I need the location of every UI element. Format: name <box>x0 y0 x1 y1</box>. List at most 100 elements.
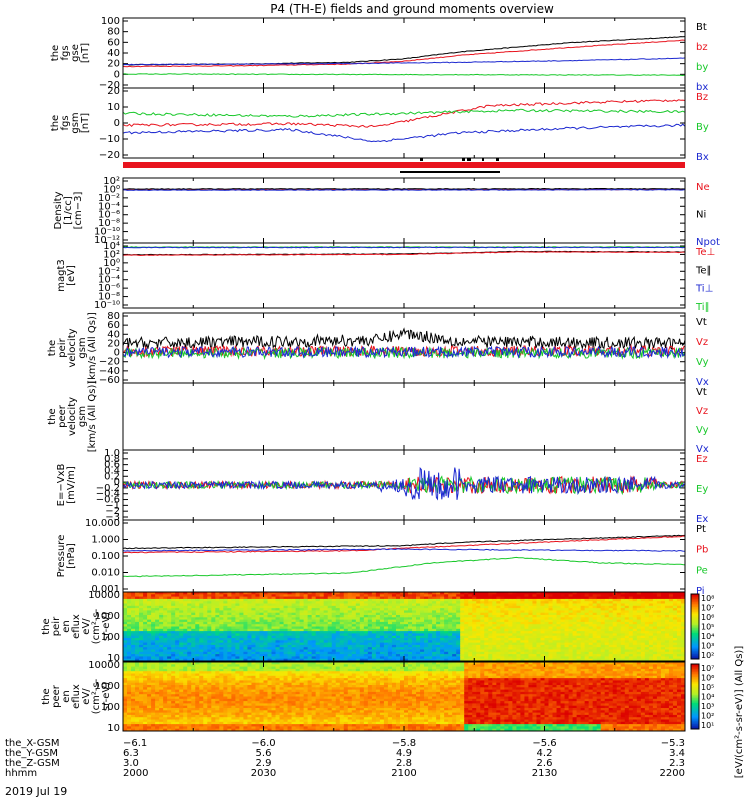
spectrogram-cell <box>492 608 497 611</box>
spectrogram-cell <box>135 708 140 711</box>
spectrogram-cell <box>139 601 144 604</box>
spectrogram-cell <box>131 701 136 704</box>
spectrogram-cell <box>151 617 156 621</box>
spectrogram-cell <box>275 649 281 653</box>
spectrogram-cell <box>528 647 533 650</box>
ytick-label: 0.8 <box>104 454 120 465</box>
spectrogram-cell <box>516 601 521 604</box>
spectrogram-cell <box>524 596 529 600</box>
spectrogram-cell <box>283 598 289 602</box>
spectrogram-cell <box>516 656 521 660</box>
spectrogram-cell <box>379 612 385 616</box>
spectrogram-cell <box>171 601 176 604</box>
spectrogram-cell <box>448 619 453 623</box>
spectrogram-cell <box>207 601 212 604</box>
spectrogram-cell <box>608 656 614 660</box>
spectrogram-cell <box>347 626 353 630</box>
spectrogram-cell <box>247 624 252 627</box>
spectrogram-cell <box>428 644 433 648</box>
spectrogram-cell <box>371 624 377 627</box>
ylabel-line: eV/ <box>81 618 92 635</box>
spectrogram-cell <box>135 626 140 630</box>
spectrogram-cell <box>287 594 293 598</box>
spectrogram-cell <box>243 594 248 598</box>
spectrogram-cell <box>636 656 642 660</box>
spectrogram-cell <box>540 649 545 653</box>
spectrogram-cell <box>127 651 132 655</box>
spectrogram-cell <box>508 624 513 627</box>
spectrogram-cell <box>351 640 357 644</box>
spectrogram-cell <box>127 628 132 632</box>
spectrogram-cell <box>331 647 337 650</box>
spectrogram-cell <box>480 628 485 632</box>
spectrogram-cell <box>668 633 674 637</box>
spectrogram-cell <box>676 644 682 648</box>
spectrogram-cell <box>444 638 449 641</box>
spectrogram-cell <box>151 615 156 618</box>
spectrogram-cell <box>235 608 240 611</box>
spectrogram-cell <box>524 628 529 632</box>
spectrogram-cell <box>428 649 433 653</box>
spectrogram-cell <box>560 612 566 616</box>
spectrogram-cell <box>251 631 256 634</box>
spectrogram-cell <box>532 608 537 611</box>
spectrogram-cell <box>508 658 513 662</box>
spectrogram-cell <box>428 624 433 627</box>
spectrogram-cell <box>155 656 160 660</box>
spectrogram-cell <box>151 592 156 595</box>
colorbar-cell <box>691 597 699 600</box>
spectrogram-cell <box>624 638 630 641</box>
spectrogram-cell <box>436 594 441 598</box>
spectrogram-cell <box>424 647 429 650</box>
spectrogram-cell <box>311 598 317 602</box>
spectrogram-cell <box>516 649 521 653</box>
spectrogram-cell <box>327 624 333 627</box>
spectrogram-cell <box>476 594 481 598</box>
spectrogram-cell <box>383 628 389 632</box>
spectrogram-cell <box>275 642 281 646</box>
spectrogram-cell <box>568 654 574 657</box>
spectrogram-cell <box>468 635 473 639</box>
spectrogram-cell <box>295 608 301 611</box>
spectrogram-cell <box>448 603 453 607</box>
spectrogram-cell <box>187 626 192 630</box>
spectrogram-cell <box>552 638 558 641</box>
ytick-label: 10⁻² <box>98 266 120 277</box>
spectrogram-cell <box>243 642 248 646</box>
ylabel-line: gsm <box>70 112 81 133</box>
spectrogram-cell <box>528 658 533 662</box>
spectrogram-cell <box>444 601 449 604</box>
spectrogram-cell <box>159 624 164 627</box>
spectrogram-cell <box>620 601 626 604</box>
ytick-label: −0.6 <box>96 495 120 506</box>
spectrogram-cell <box>187 608 192 611</box>
spectrogram-cell <box>251 640 256 644</box>
ylabel-line: sr-eV) <box>101 682 112 711</box>
spectrogram-cell <box>428 656 433 660</box>
spectrogram-cell <box>472 626 477 630</box>
spectrogram-cell <box>520 638 525 641</box>
spectrogram-cell <box>672 624 678 627</box>
spectrogram-cell <box>532 619 537 623</box>
spectrogram-cell <box>143 687 148 691</box>
spectrogram-cell <box>464 612 469 616</box>
spectrogram-cell <box>420 617 425 621</box>
spectrogram-cell <box>275 594 281 598</box>
spectrogram-cell <box>147 601 152 604</box>
spectrogram-cell <box>343 615 349 618</box>
spectrogram-cell <box>143 691 148 695</box>
spectrogram-cell <box>452 656 457 660</box>
spectrogram-cell <box>440 658 445 662</box>
spectrogram-cell <box>347 644 353 648</box>
spectrogram-cell <box>664 598 670 602</box>
spectrogram-cell <box>263 596 269 600</box>
spectrogram-cell <box>279 621 285 625</box>
spectrogram-cell <box>588 610 594 614</box>
spectrogram-cell <box>592 642 598 646</box>
spectrogram-cell <box>151 598 156 602</box>
spectrogram-cell <box>399 642 405 646</box>
spectrogram-cell <box>379 640 385 644</box>
spectrogram-cell <box>211 598 216 602</box>
spectrogram-cell <box>464 596 469 600</box>
spectrogram-cell <box>123 726 128 730</box>
